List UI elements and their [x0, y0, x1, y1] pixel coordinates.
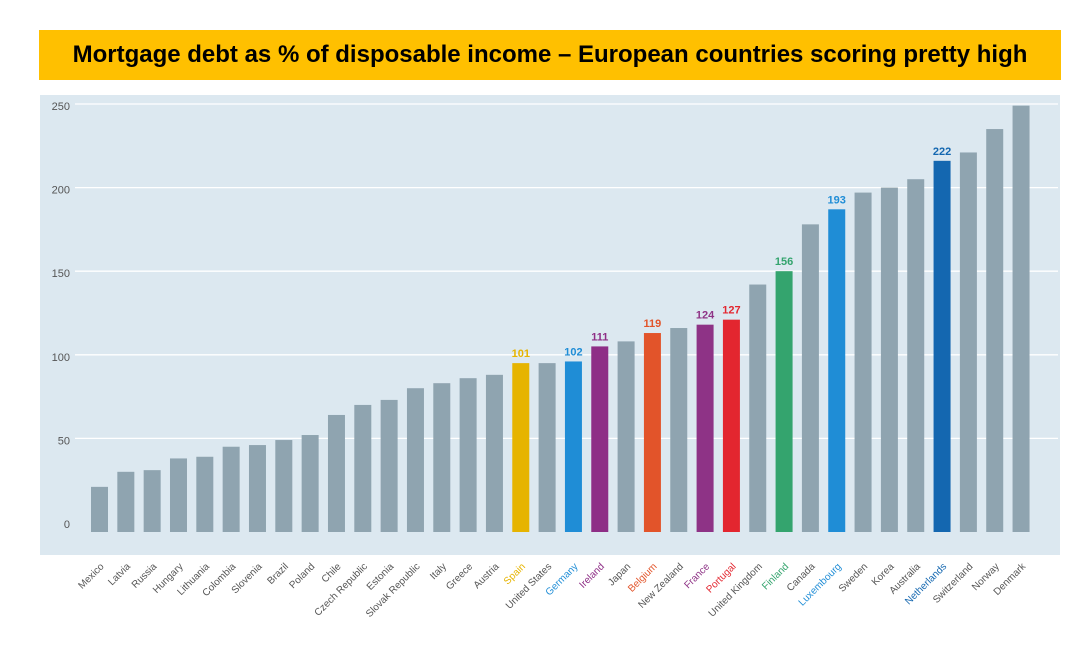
x-tick-label-sweden: Sweden: [837, 561, 870, 594]
data-label-france: 124: [696, 310, 715, 322]
bar-brazil: [275, 440, 293, 532]
x-tick-label-poland: Poland: [287, 561, 317, 591]
data-label-finland: 156: [775, 256, 793, 268]
bar-estonia: [380, 399, 398, 532]
bar-canada: [801, 224, 819, 532]
bar-colombia: [222, 446, 240, 532]
y-tick-label-0: 0: [64, 519, 70, 531]
bar-germany: [564, 361, 582, 532]
bar-korea: [880, 187, 898, 532]
data-label-portugal: 127: [722, 305, 740, 317]
bar-luxembourg: [828, 209, 846, 533]
bar-japan: [617, 341, 635, 532]
bar-denmark: [1012, 105, 1030, 532]
bar-russia: [143, 470, 161, 532]
chart-title: Mortgage debt as % of disposable income …: [72, 41, 1028, 68]
bar-chile: [327, 414, 345, 532]
bar-netherlands: [933, 160, 951, 532]
y-tick-label-200: 200: [52, 185, 70, 197]
y-tick-label-100: 100: [52, 352, 70, 364]
bar-austria: [485, 374, 503, 532]
bar-latvia: [117, 471, 135, 532]
y-tick-label-150: 150: [52, 268, 70, 280]
data-label-spain: 101: [512, 348, 530, 360]
y-tick-label-250: 250: [52, 101, 70, 113]
x-tick-label-chile: Chile: [320, 561, 344, 585]
bar-poland: [301, 435, 319, 532]
bar-hungary: [169, 458, 187, 532]
x-tick-label-latvia: Latvia: [106, 561, 133, 588]
bar-lithuania: [196, 456, 214, 532]
x-tick-label-mexico: Mexico: [76, 561, 106, 591]
bar-greece: [459, 378, 477, 532]
bar-united-states: [538, 363, 556, 532]
bar-italy: [433, 383, 451, 532]
x-tick-label-greece: Greece: [444, 561, 475, 592]
data-label-netherlands: 222: [933, 146, 951, 158]
bar-new-zealand: [670, 328, 688, 532]
data-label-ireland: 111: [591, 331, 608, 343]
bar-slovak-republic: [406, 388, 424, 532]
bar-spain: [512, 363, 530, 532]
x-tick-label-ireland: Ireland: [577, 561, 606, 590]
bar-mexico: [91, 486, 108, 532]
data-label-germany: 102: [564, 346, 582, 358]
x-tick-label-italy: Italy: [428, 561, 449, 582]
bar-slovenia: [248, 445, 266, 532]
bar-sweden: [854, 192, 872, 532]
bar-finland: [775, 271, 793, 532]
bar-czech-republic: [354, 404, 372, 532]
data-label-luxembourg: 193: [828, 194, 846, 206]
data-label-belgium: 119: [644, 318, 662, 330]
bar-belgium: [643, 333, 661, 532]
x-tick-label-austria: Austria: [472, 561, 502, 591]
bar-ireland: [591, 346, 609, 532]
bar-switzerland: [959, 152, 977, 532]
bar-united-kingdom: [749, 284, 767, 532]
bar-norway: [986, 129, 1004, 533]
chart-title-banner: Mortgage debt as % of disposable income …: [39, 30, 1061, 80]
y-tick-label-50: 50: [58, 435, 70, 447]
bar-australia: [907, 179, 925, 532]
bar-portugal: [722, 319, 740, 532]
bar-france: [696, 324, 714, 532]
